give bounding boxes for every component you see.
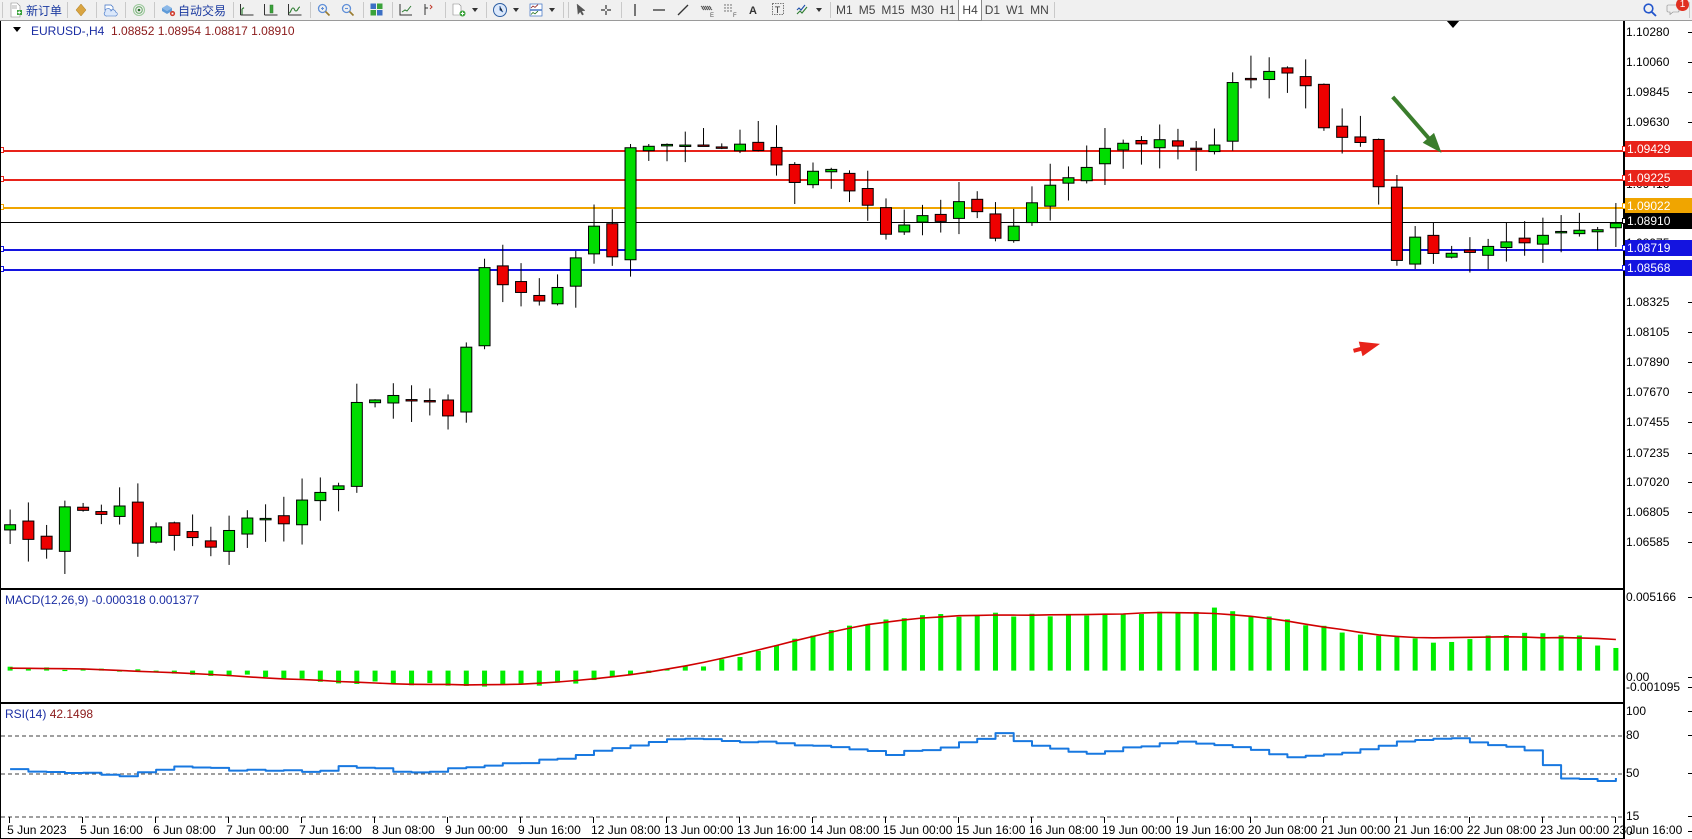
svg-text:A: A [749,5,757,17]
svg-text:F: F [733,13,737,18]
svg-text:T: T [775,5,781,15]
svg-text:E: E [710,13,714,18]
